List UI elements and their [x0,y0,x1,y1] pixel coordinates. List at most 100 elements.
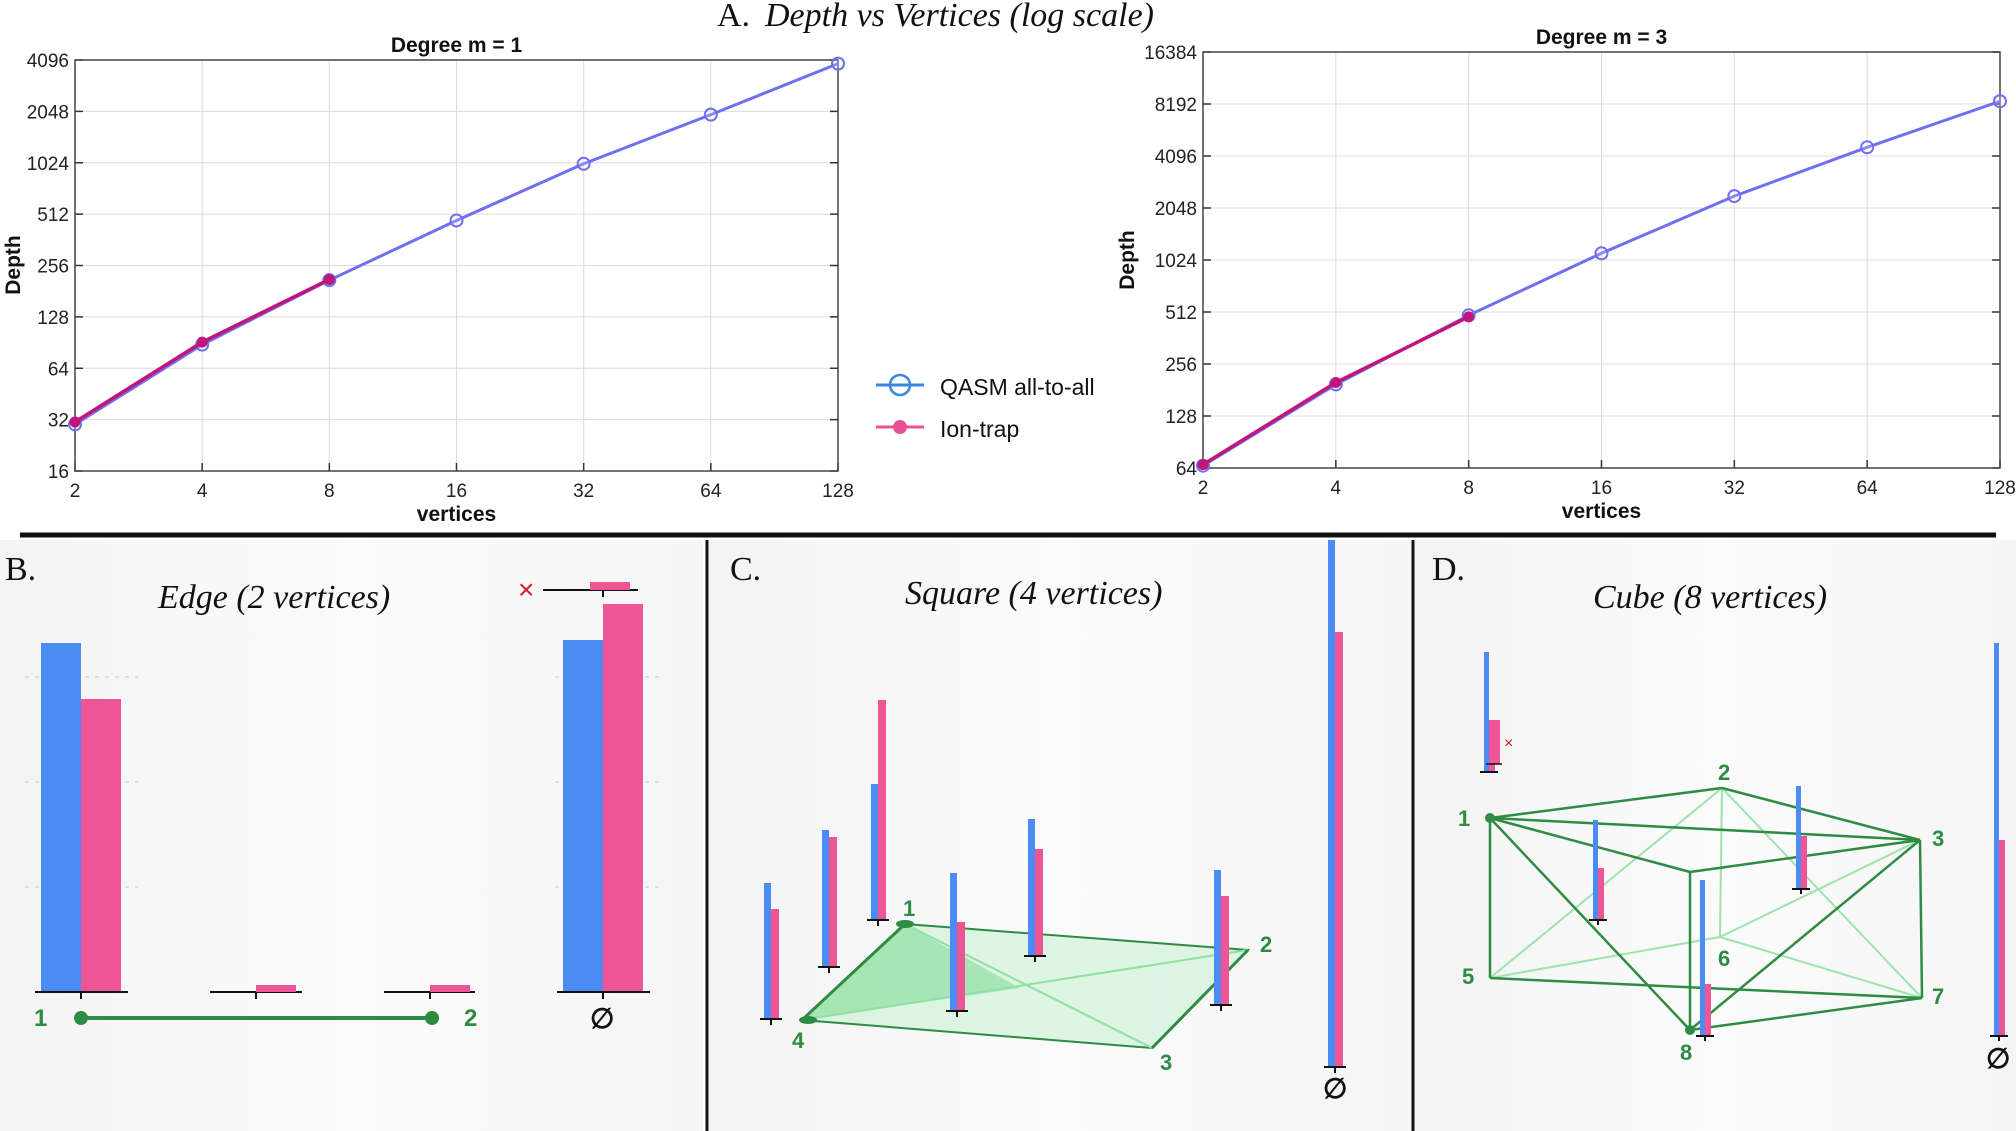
depth-chart-degree-3: 2 4 8 16 32 64 128 64 128 256 512 1024 2048 4096 8192 1… [1116,26,2016,523]
y-tick-label: 8192 [1155,95,1197,116]
panel-d-cross-mark: × [1504,735,1513,752]
y-tick-label: 32 [48,411,69,432]
data-point-iontrap [323,273,335,285]
panel-b-empty-set-label: ∅ [590,1003,614,1034]
chart-title: Degree m = 3 [1536,26,1667,49]
plot-frame [74,59,839,472]
panel-b-empty-bar-iontrap [603,604,643,992]
x-tick-label: 32 [1724,478,1745,499]
x-tick-label: 16 [446,481,467,502]
panel-c-square-shade [802,924,1020,1020]
legend-qasm-marker [888,373,912,397]
main-title: Depth vs Vertices (log scale) [764,0,1154,34]
panel-d-bar-pair-3 [1792,786,1810,894]
panel-c-bar-pair-3 [867,700,889,926]
y-tick-label: 1024 [27,154,70,175]
depth-chart-degree-1: 2 4 8 16 32 64 128 16 32 64 128 256 512 1024 2048 4096 D… [2,34,854,526]
panel-b-vertex2-node [425,1011,439,1025]
panel-d-background [1415,540,2016,1131]
data-point-qasm [703,107,718,122]
panel-c-bar-pair-2 [818,830,840,973]
panel-d-bar-pair-1: × [1480,652,1513,773]
x-tick-label: 128 [822,481,854,502]
panel-c-bar-pair-6 [1210,870,1232,1011]
panel-d-vertex2-label: 2 [1718,760,1730,785]
panel-c-diagonal-24 [801,949,1249,1021]
panel-d-letter: D. [1432,551,1465,588]
y-tick-label: 1024 [1155,251,1198,272]
panel-b-cross-mark: × [518,574,534,605]
panel-b-letter: B. [5,551,36,588]
data-point-qasm [1860,140,1875,155]
panel-b-vertex1-node [74,1011,88,1025]
y-tick-label: 128 [37,308,69,329]
data-point-iontrap [69,416,81,428]
y-tick-label: 4096 [27,51,69,72]
x-tick-label: 64 [1857,478,1879,499]
panel-b-cross-bar [590,582,630,590]
panel-b-mid2-bar-iontrap [430,985,470,992]
y-tick-label: 2048 [27,102,69,123]
panel-d-cube-front-edges [1488,786,1924,1032]
panel-d-vertex8-label: 8 [1680,1040,1692,1065]
legend-iontrap-label: Ion-trap [940,416,1019,442]
data-point-qasm [449,213,464,228]
panel-b-vertex2-label: 2 [464,1005,477,1032]
panel-d-cube-back-edges [1489,787,1923,999]
panel-c-edge-23 [1150,948,1250,1050]
panel-b-title: Edge (2 vertices) [157,579,390,616]
y-tick-label: 512 [37,205,69,226]
x-tick-label: 16 [1591,478,1612,499]
panel-d-vertex3-label: 3 [1932,826,1944,851]
x-tick-label: 64 [700,481,722,502]
panel-c-empty-bar-pair [1324,540,1346,1073]
panel-b-mid1-bar-iontrap [256,985,296,992]
panel-d-vertex1-label: 1 [1458,806,1470,831]
panel-d-vertex7-label: 7 [1932,984,1944,1009]
panel-d-vertex6-label: 6 [1718,946,1730,971]
y-axis-label: Depth [2,235,25,295]
panel-c-square: C. Square (4 vertices) 1 2 3 4 [709,540,1411,1131]
y-axis-label: Depth [1116,230,1139,290]
panel-b-edge: B. Edge (2 vertices) × ∅ [0,540,703,1131]
panel-c-vertex1-node [896,920,914,928]
legend-iontrap-marker [893,420,907,434]
panel-d-empty-set-label: ∅ [1986,1043,2010,1074]
panel-c-background [709,540,1411,1131]
panel-c-edge-14 [800,922,907,1022]
y-tick-label: 256 [1165,355,1197,376]
x-axis-label: vertices [1562,500,1641,523]
data-point-qasm [1594,246,1609,261]
x-axis-label: vertices [417,503,496,526]
panel-c-bar-pair-1 [760,883,782,1025]
panel-c-title: Square (4 vertices) [905,575,1162,612]
data-point-qasm [831,56,845,71]
panel-d-bar-pair-4 [1696,880,1714,1041]
x-tick-label: 4 [197,481,208,502]
data-point-qasm [1727,189,1742,204]
legend-qasm-label: QASM all-to-all [940,374,1095,400]
panel-d-cube: D. Cube (8 vertices) 1 2 [1415,540,2016,1131]
panel-d-empty-bar-pair [1990,643,2008,1041]
panel-b-vertex1-bar-qasm [41,643,81,992]
data-point-iontrap [1197,459,1209,471]
data-point-iontrap [196,336,208,348]
panel-c-vertex1-label: 1 [903,896,915,921]
panel-c-empty-set-label: ∅ [1323,1073,1347,1104]
data-point-iontrap [1330,377,1342,389]
panel-c-vertex4-node [799,1016,817,1024]
x-tick-label: 8 [324,481,335,502]
panel-d-title: Cube (8 vertices) [1593,579,1827,616]
y-tick-label: 64 [1176,459,1198,480]
data-point-iontrap [1463,311,1475,323]
x-tick-label: 4 [1331,478,1342,499]
panel-c-bar-pair-4 [946,873,968,1017]
panel-b-empty-bar-qasm [563,640,603,992]
x-tick-label: 128 [1984,478,2016,499]
y-tick-label: 4096 [1155,147,1197,168]
legend: QASM all-to-all Ion-trap [876,373,1095,442]
panel-c-vertex3-label: 3 [1160,1050,1172,1075]
panel-c-vertex4-label: 4 [792,1028,805,1053]
y-tick-label: 2048 [1155,199,1197,220]
